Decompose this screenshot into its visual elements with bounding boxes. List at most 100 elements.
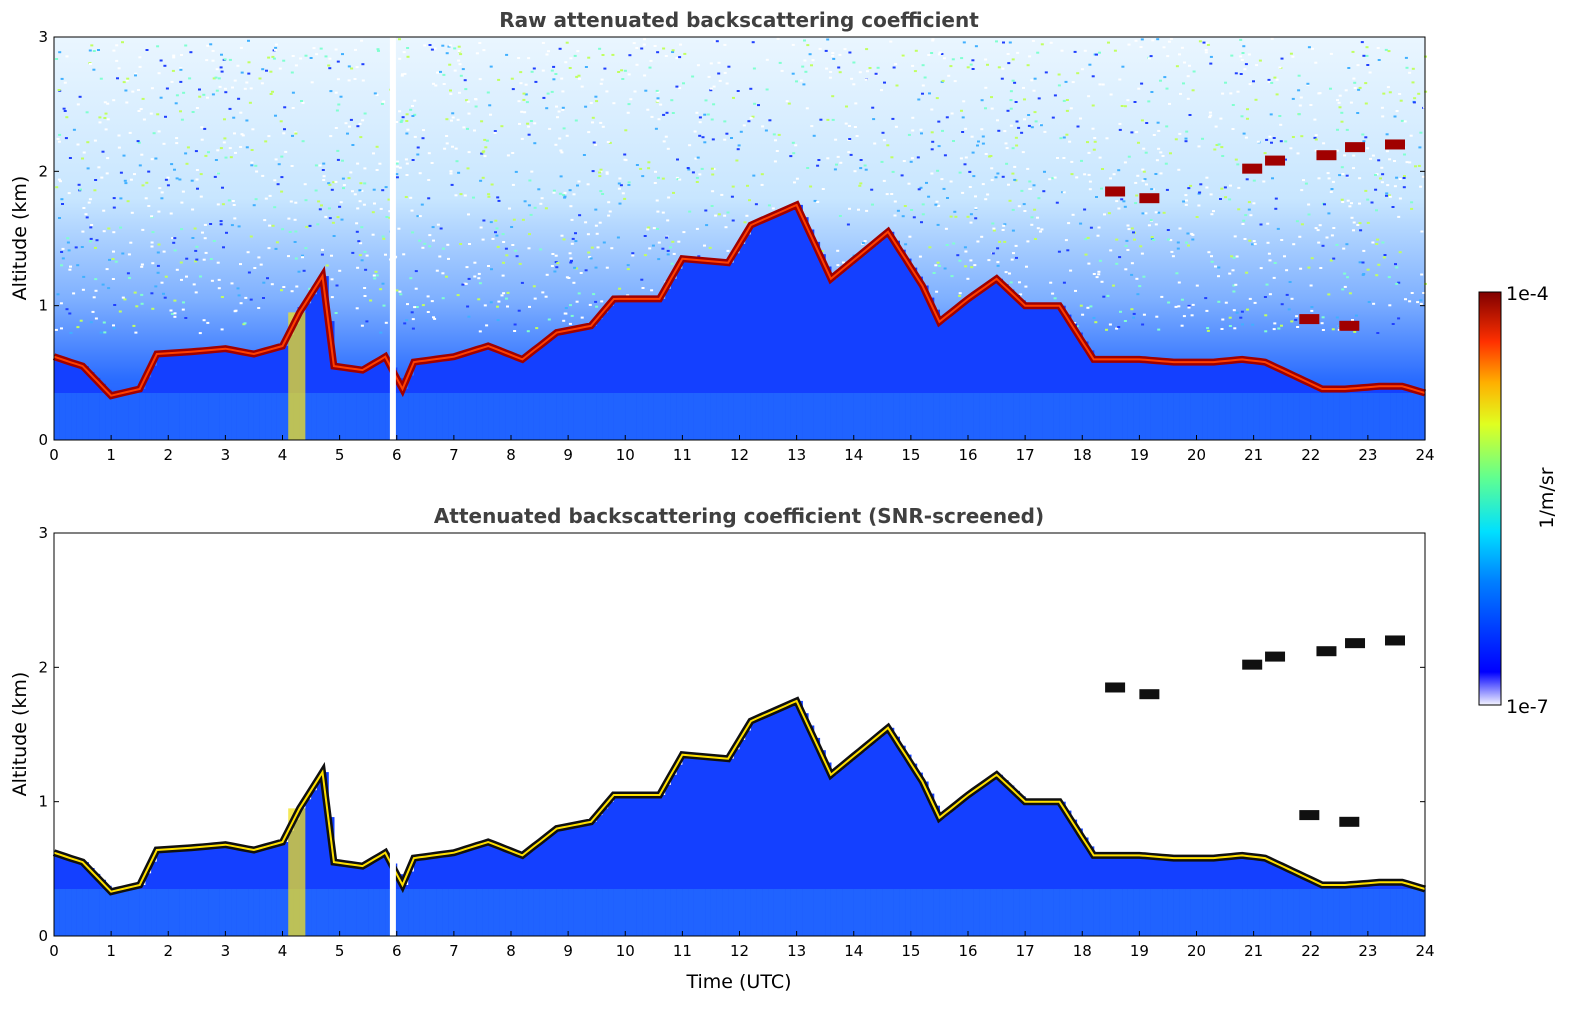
p1-speckle [510, 77, 514, 80]
p2-bl-surface [156, 889, 164, 936]
p1-bl-surface [928, 393, 935, 440]
p1-bl-surface [1362, 393, 1369, 440]
p1-speckle [458, 91, 461, 94]
p1-speckle [1081, 313, 1085, 316]
p1-speckle [1337, 325, 1341, 328]
p1-speckle [844, 122, 848, 125]
p1-speckle [594, 266, 598, 269]
p1-x-tick-label: 7 [449, 446, 459, 464]
p1-speckle [1244, 136, 1248, 139]
p1-bl-column [648, 298, 655, 440]
p2-bl-column [636, 795, 643, 936]
p1-speckle [473, 261, 477, 264]
p1-speckle [984, 107, 987, 110]
p1-bl-surface [562, 393, 569, 440]
p1-speckle [990, 179, 994, 182]
p2-bl-surface [602, 889, 609, 936]
p1-speckle [485, 324, 489, 327]
p1-speckle [661, 177, 665, 180]
p1-speckle [458, 63, 462, 66]
p1-speckle [643, 38, 646, 41]
p1-x-tick-label: 17 [1016, 446, 1035, 464]
p1-speckle [223, 87, 227, 90]
p1-speckle [731, 185, 735, 188]
p1-speckle [342, 184, 346, 187]
p1-speckle [1248, 83, 1252, 86]
p1-speckle [648, 66, 652, 69]
p1-speckle [564, 61, 568, 64]
p1-speckle [104, 112, 108, 115]
p1-bl-surface [1350, 393, 1357, 440]
p1-bl-column [551, 337, 558, 440]
p2-bl-surface [1390, 889, 1397, 936]
p1-bl-surface [168, 393, 175, 440]
p1-speckle [1145, 122, 1149, 124]
p1-speckle [112, 206, 116, 209]
p1-speckle [260, 82, 264, 85]
p1-bl-surface [1145, 393, 1152, 440]
p1-speckle [996, 264, 1000, 267]
p2-bl-surface [1207, 889, 1215, 936]
p1-speckle [489, 113, 492, 116]
p1-speckle [1101, 83, 1105, 86]
p2-bl-column [1048, 801, 1055, 936]
p1-speckle [664, 135, 668, 138]
p1-speckle [594, 143, 598, 146]
p1-bl-surface [259, 393, 266, 440]
p1-speckle [1076, 125, 1080, 128]
p1-speckle [1395, 266, 1399, 269]
p1-elevated-cloud [1345, 142, 1366, 153]
p1-speckle [1297, 113, 1301, 116]
p1-speckle [198, 88, 201, 91]
p1-speckle [361, 119, 365, 122]
p1-speckle [937, 204, 941, 207]
p1-speckle [1416, 301, 1420, 304]
p1-speckle [1126, 99, 1130, 102]
p1-speckle [1245, 271, 1249, 274]
p1-speckle [712, 85, 716, 88]
p1-speckle [554, 254, 558, 257]
p1-speckle [1374, 174, 1377, 176]
p1-speckle [151, 307, 155, 310]
p1-speckle [1097, 273, 1101, 276]
p1-speckle [1014, 244, 1018, 247]
p2-bl-surface [436, 889, 443, 936]
p1-speckle [472, 196, 475, 199]
p2-bl-surface [1287, 889, 1295, 936]
p1-speckle [1204, 49, 1208, 51]
p1-speckle [245, 146, 249, 149]
p1-speckle [671, 51, 675, 53]
p1-speckle [688, 144, 692, 147]
p1-speckle [123, 179, 127, 182]
p1-speckle [395, 162, 399, 165]
p1-speckle [533, 122, 537, 125]
p1-speckle [816, 201, 820, 203]
p1-bl-surface [710, 393, 718, 440]
p1-bl-surface [1110, 393, 1118, 440]
p1-speckle [195, 258, 199, 261]
p1-speckle [421, 137, 425, 140]
p2-bl-column [716, 757, 723, 936]
p1-bl-column [762, 220, 769, 440]
p2-bl-column [670, 774, 678, 936]
p2-x-tick-label: 4 [278, 942, 288, 960]
p1-speckle [1190, 232, 1194, 235]
p1-x-tick-label: 21 [1244, 446, 1263, 464]
p2-bl-surface [1236, 889, 1243, 936]
p1-speckle [547, 318, 551, 321]
p1-speckle [1142, 275, 1146, 278]
p1-speckle [1065, 99, 1069, 101]
p2-bl-column [773, 711, 781, 936]
p1-bl-surface [111, 393, 118, 440]
p1-speckle [833, 168, 837, 171]
p1-x-tick-label: 9 [563, 446, 573, 464]
p1-speckle [820, 250, 824, 252]
p1-bl-surface [825, 393, 832, 440]
p1-speckle [247, 39, 250, 42]
p1-speckle [181, 190, 185, 193]
p1-speckle [633, 90, 637, 93]
p1-speckle [349, 118, 353, 121]
p1-speckle [1109, 177, 1112, 180]
p1-bl-surface [122, 393, 129, 440]
p1-bl-surface [1236, 393, 1243, 440]
